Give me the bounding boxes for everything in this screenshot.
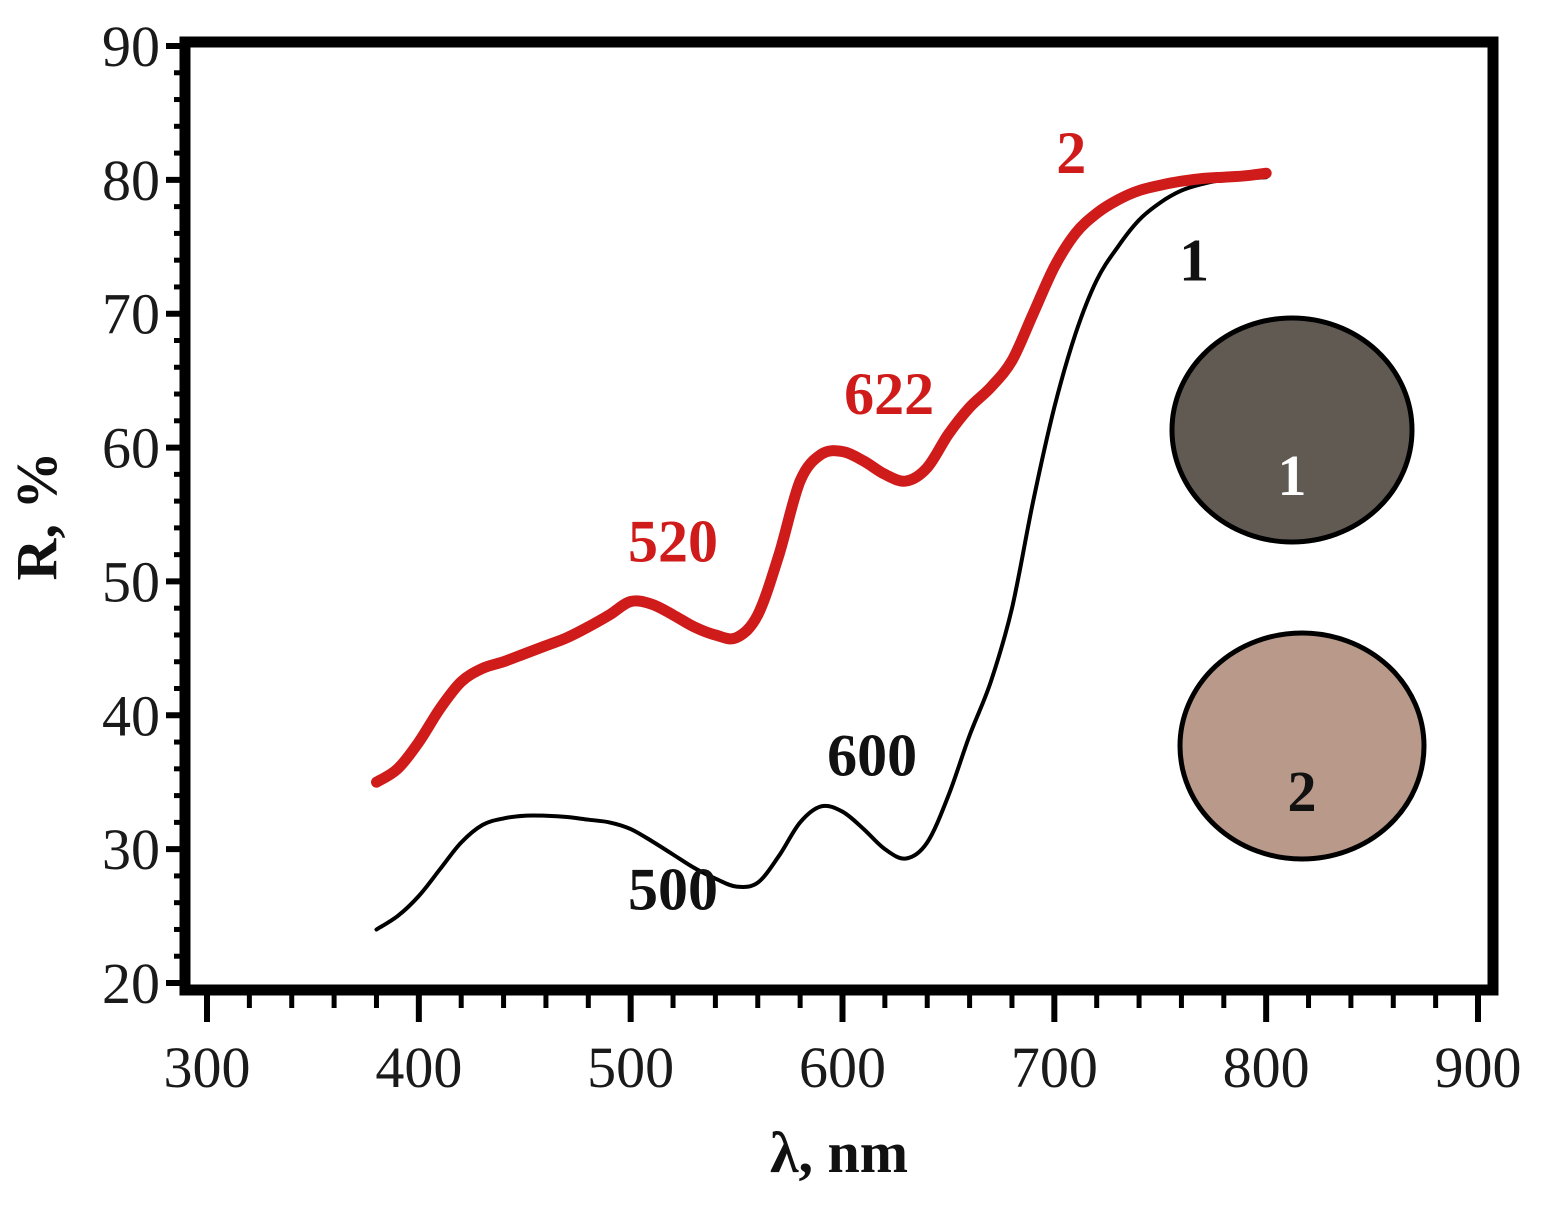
x-tick-label: 700 xyxy=(1011,1035,1098,1100)
series-line-1 xyxy=(374,175,1269,932)
sample-swatch-label: 1 xyxy=(1278,443,1307,508)
x-tick-label: 800 xyxy=(1223,1035,1310,1100)
plot-area xyxy=(179,36,1499,996)
x-tick-label: 400 xyxy=(375,1035,462,1100)
annotation-layer: 1 2 520 622 500 600 xyxy=(628,120,1209,922)
y-tick-label: 70 xyxy=(102,282,160,347)
x-tick-label: 600 xyxy=(799,1035,886,1100)
curve-annotation: 1 xyxy=(1179,227,1209,293)
y-tick-label: 90 xyxy=(102,14,160,79)
curve-annotation: 500 xyxy=(628,856,718,922)
sample-swatch-1 xyxy=(1169,315,1415,545)
y-tick-label: 60 xyxy=(102,416,160,481)
y-tick-label: 40 xyxy=(102,683,160,748)
y-tick-label: 50 xyxy=(102,549,160,614)
y-axis-title: R, % xyxy=(4,452,69,581)
curve-annotation: 622 xyxy=(844,361,934,427)
sample-swatch-2 xyxy=(1177,630,1427,862)
y-tick-label: 20 xyxy=(102,951,160,1016)
curve-annotation: 2 xyxy=(1056,120,1086,186)
series-layer xyxy=(371,167,1272,932)
y-tick-label: 30 xyxy=(102,817,160,882)
curve-annotation: 600 xyxy=(827,723,917,789)
plot-frame xyxy=(179,36,1499,996)
y-tick-label: 80 xyxy=(102,148,160,213)
series-line-2 xyxy=(371,167,1272,788)
sample-swatches: 12 xyxy=(1169,315,1427,862)
sample-swatch-label: 2 xyxy=(1288,759,1317,824)
x-tick-label: 300 xyxy=(164,1035,251,1100)
curve-annotation: 520 xyxy=(628,508,718,574)
axis-ticks xyxy=(166,43,1481,1022)
x-axis-title: λ, nm xyxy=(770,1120,908,1185)
axis-tick-labels: 20 30 40 50 60 70 80 90 300 400 500 600 700 800 900 xyxy=(102,14,1522,1100)
x-tick-label: 900 xyxy=(1435,1035,1522,1100)
x-tick-label: 500 xyxy=(587,1035,674,1100)
